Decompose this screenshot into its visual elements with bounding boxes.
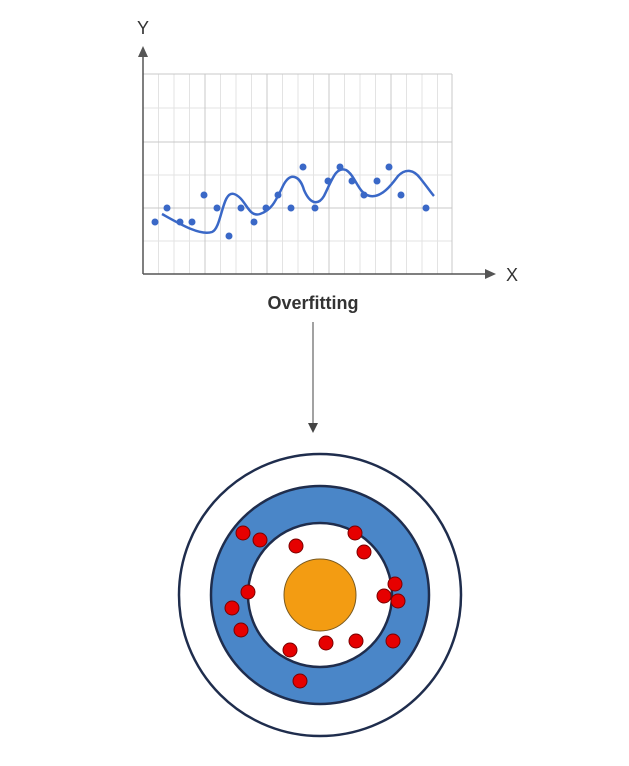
grid-major xyxy=(143,73,453,274)
caption: Overfitting xyxy=(267,293,358,313)
fit-curve xyxy=(161,168,435,235)
grid xyxy=(143,74,452,274)
shots xyxy=(224,525,406,689)
arrow xyxy=(308,322,318,433)
y-axis-label: Y xyxy=(137,18,149,38)
x-axis-label: X xyxy=(506,265,518,285)
axes xyxy=(138,46,496,279)
target xyxy=(177,452,463,738)
